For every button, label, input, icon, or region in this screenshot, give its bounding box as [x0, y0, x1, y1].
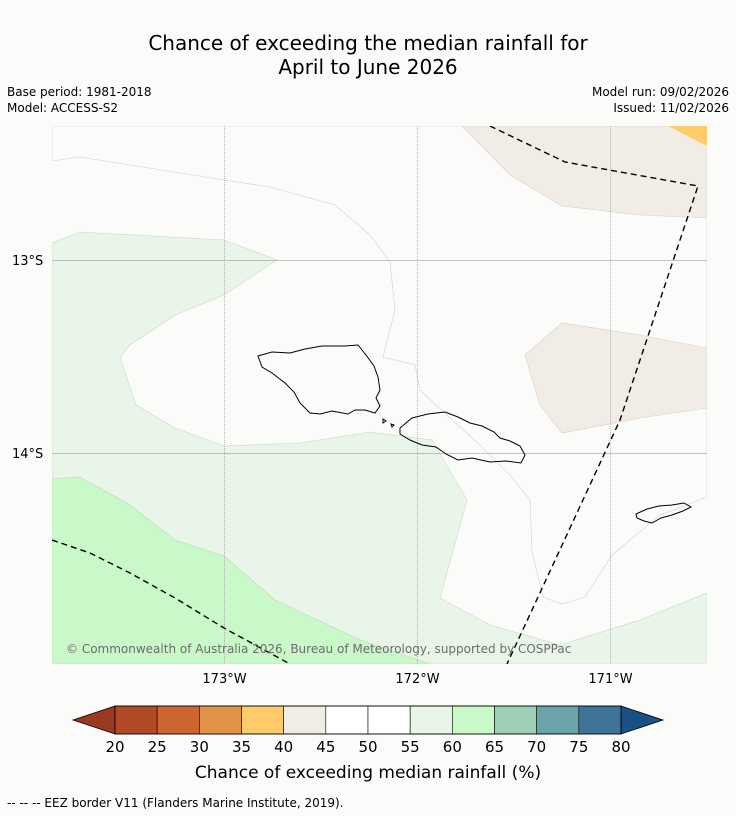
metadata-right: Model run: 09/02/2026 Issued: 11/02/2026 [592, 84, 729, 116]
colorbar-cell [452, 705, 495, 735]
lat-label-14s: 14°S [12, 447, 43, 462]
eez-border [52, 126, 699, 664]
lat-label-13s: 13°S [12, 254, 43, 269]
colorbar-tick-label: 45 [316, 738, 335, 756]
colorbar-cell [494, 705, 537, 735]
colorbar-tick-label: 35 [232, 738, 251, 756]
lon-label-171w: 171°W [588, 672, 632, 687]
copyright-notice: © Commonwealth of Australia 2026, Bureau… [66, 642, 571, 656]
colorbar-tick-label: 70 [527, 738, 546, 756]
colorbar-tick-label: 40 [274, 738, 293, 756]
base-period: Base period: 1981-2018 [7, 85, 152, 99]
colorbar-tick-label: 55 [401, 738, 420, 756]
colorbar-tick-label: 50 [358, 738, 377, 756]
region-35-40 [668, 126, 707, 146]
colorbar-cell [536, 705, 580, 735]
colorbar-frame [114, 705, 622, 735]
colorbar-tick-label: 75 [569, 738, 588, 756]
graticule [52, 126, 707, 664]
region-40-45-north [461, 126, 707, 219]
colorbar-cell [199, 705, 242, 735]
island-savaii [257, 344, 381, 415]
colorbar-cell [114, 705, 158, 735]
metadata-left: Base period: 1981-2018 Model: ACCESS-S2 [7, 84, 152, 116]
region-55-60-east [52, 126, 707, 605]
chart-title: Chance of exceeding the median rainfall … [0, 31, 736, 79]
colorbar-tick-label: 20 [105, 738, 124, 756]
region-60-65 [52, 476, 431, 664]
colorbar-cell [325, 705, 369, 735]
lon-label-173w: 173°W [202, 672, 246, 687]
title-line-1: Chance of exceeding the median rainfall … [148, 31, 588, 55]
colorbar-tick-label: 80 [611, 738, 630, 756]
colorbar-cell [241, 705, 284, 735]
colorbar-cell [367, 705, 411, 735]
colorbar-over-arrow [620, 705, 665, 735]
model-name: Model: ACCESS-S2 [7, 101, 119, 115]
colorbar-cell [156, 705, 200, 735]
map-panel: © Commonwealth of Australia 2026, Bureau… [52, 126, 707, 664]
colorbar: 20 25 30 35 40 45 50 55 60 65 70 75 80 Chance of exc… [71, 705, 665, 783]
colorbar-tick-label: 65 [485, 738, 504, 756]
issued-date: Issued: 11/02/2026 [613, 101, 729, 115]
colorbar-tick-label: 25 [148, 738, 167, 756]
island-tutuila [635, 502, 693, 524]
island-apolima [382, 418, 387, 424]
colorbar-cell [409, 705, 453, 735]
eez-footnote: -- -- -- EEZ border V11 (Flanders Marine… [7, 796, 344, 810]
model-run: Model run: 09/02/2026 [591, 85, 729, 99]
colorbar-under-arrow [71, 705, 116, 735]
islands [257, 344, 693, 524]
island-manono [390, 423, 395, 428]
colorbar-cell [578, 705, 622, 735]
colorbar-title: Chance of exceeding median rainfall (%) [195, 763, 541, 783]
colorbar-tick-label: 30 [190, 738, 209, 756]
island-upolu [399, 411, 526, 464]
region-40-45-east [524, 322, 707, 434]
title-line-2: April to June 2026 [278, 55, 458, 79]
colorbar-cell [283, 705, 327, 735]
lon-label-172w: 172°W [395, 672, 439, 687]
colorbar-tick-label: 60 [443, 738, 462, 756]
